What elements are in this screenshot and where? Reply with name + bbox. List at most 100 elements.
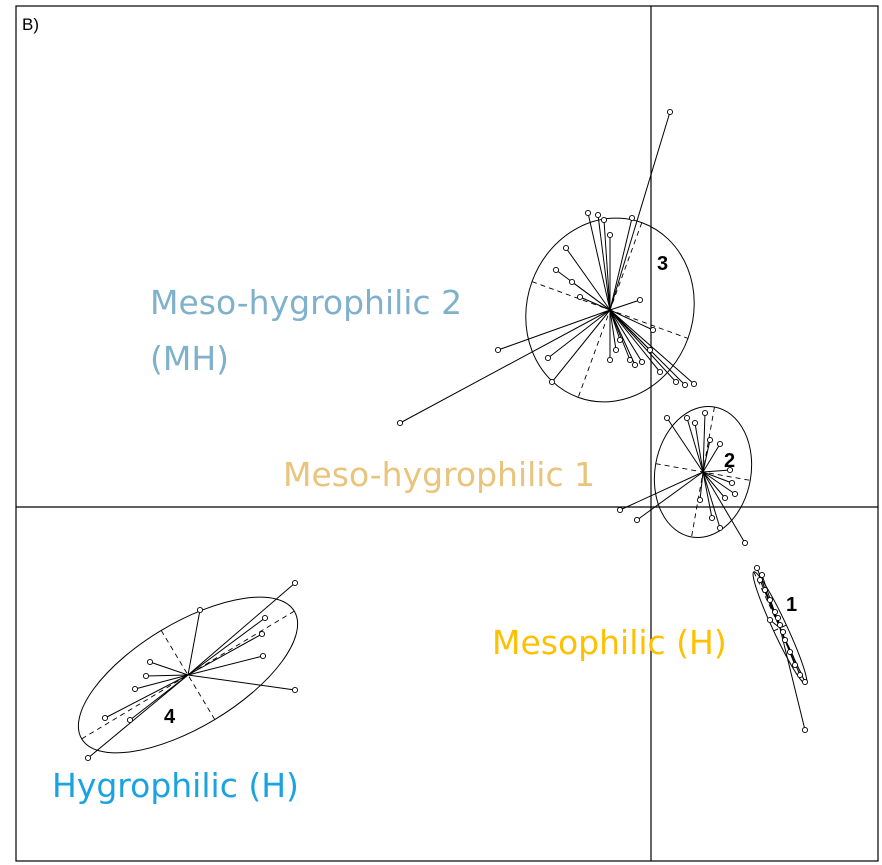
star-line — [149, 661, 189, 676]
annotation: Meso-hygrophilic 2 — [150, 283, 462, 322]
star-line — [609, 111, 671, 311]
star-line — [609, 299, 641, 311]
sample-point — [84, 754, 92, 762]
sample-point — [781, 636, 789, 644]
star-line — [187, 674, 296, 691]
sample-point — [196, 606, 204, 614]
star-line — [702, 471, 713, 519]
sample-point — [761, 586, 769, 594]
sample-point — [494, 346, 502, 354]
sample-point — [791, 661, 799, 669]
star-line — [187, 617, 266, 676]
sample-point — [142, 672, 150, 680]
sample-point — [708, 514, 716, 522]
sample-point — [716, 524, 724, 532]
sample-point — [606, 356, 614, 364]
star-line — [579, 296, 611, 311]
star-line — [702, 443, 721, 473]
sample-point — [633, 516, 641, 524]
star-line — [134, 674, 189, 690]
sample-point — [562, 244, 570, 252]
star-line — [565, 247, 611, 311]
annotation: (MH) — [150, 339, 229, 378]
sample-point — [291, 686, 299, 694]
sample-point — [721, 494, 729, 502]
sample-point — [631, 361, 639, 369]
sample-point — [131, 685, 139, 693]
sample-point — [258, 630, 266, 638]
sample-point — [706, 436, 714, 444]
sample-point — [594, 211, 602, 219]
star-line — [497, 309, 611, 351]
sample-point — [261, 614, 269, 622]
sample-point — [731, 490, 739, 498]
star-line — [686, 417, 704, 473]
sample-point — [728, 479, 736, 487]
star-line — [702, 439, 711, 473]
sample-point — [646, 346, 654, 354]
star-line — [597, 214, 611, 311]
group-label: 2 — [724, 450, 735, 472]
sample-point — [663, 414, 671, 422]
sample-point — [544, 354, 552, 362]
star-line — [399, 309, 611, 424]
sample-point — [612, 346, 620, 354]
sample-point — [101, 714, 109, 722]
sample-point — [672, 378, 680, 386]
sample-point — [259, 652, 267, 660]
sample-point — [776, 621, 784, 629]
star-line — [702, 471, 733, 484]
star-line — [702, 471, 736, 495]
group-label: 4 — [164, 706, 176, 728]
star-line — [104, 674, 189, 719]
sample-point — [584, 209, 592, 217]
sample-point — [741, 539, 749, 547]
group-label: 1 — [786, 594, 797, 616]
sample-point — [696, 496, 704, 504]
sample-point — [656, 368, 664, 376]
sample-point — [758, 571, 766, 579]
star-line — [609, 217, 633, 311]
sample-point — [753, 564, 761, 572]
star-line — [603, 219, 611, 311]
sample-point — [786, 648, 794, 656]
star-line — [779, 627, 806, 731]
sample-point — [771, 608, 779, 616]
star-line — [187, 633, 263, 676]
sample-point — [690, 380, 698, 388]
sample-point — [774, 614, 782, 622]
sample-point — [600, 216, 608, 224]
star-line — [702, 471, 721, 529]
sample-point — [628, 214, 636, 222]
sample-point — [796, 671, 804, 679]
sample-point — [801, 678, 809, 686]
star-line — [609, 309, 654, 331]
sample-point — [126, 716, 134, 724]
star-line — [609, 309, 686, 386]
sample-point — [552, 266, 560, 274]
sample-point — [548, 378, 556, 386]
sample-point — [636, 296, 644, 304]
star-line — [587, 212, 611, 311]
star-line — [187, 609, 201, 676]
sample-point — [568, 278, 576, 286]
star-line — [609, 309, 677, 383]
star-line — [636, 471, 704, 521]
star-line — [699, 471, 704, 501]
frame — [15, 5, 879, 862]
star-line — [694, 422, 704, 473]
sample-point — [146, 658, 154, 666]
star-line — [609, 309, 631, 361]
sample-point — [681, 381, 689, 389]
star-line — [609, 309, 617, 351]
sample-point — [649, 326, 657, 334]
star-line — [702, 471, 726, 499]
star-line — [609, 309, 695, 385]
star-line — [571, 281, 611, 311]
ellipse-axis — [773, 624, 787, 632]
annotation: Meso-hygrophilic 1 — [283, 455, 595, 494]
annotation: Mesophilic (H) — [492, 623, 727, 662]
star-line — [87, 674, 189, 759]
sample-point — [726, 466, 734, 474]
sample-point — [701, 409, 709, 417]
